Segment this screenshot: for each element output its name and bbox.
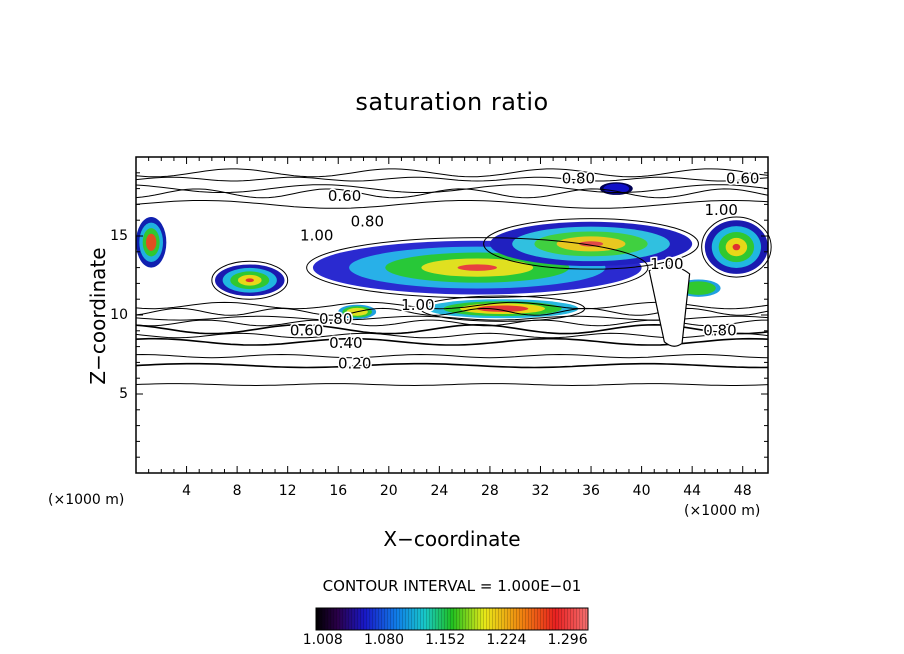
chart-title: saturation ratio — [355, 88, 549, 116]
x-tick-label: 4 — [182, 483, 192, 499]
y-axis-label: Z−coordinate — [86, 247, 110, 385]
contour-label: 0.80 — [351, 212, 384, 230]
colorbar-tick-label: 1.224 — [486, 632, 527, 648]
contour-line-aux — [135, 332, 769, 339]
colorbar-tick-label: 1.080 — [363, 632, 405, 648]
contour-label: 0.20 — [338, 354, 371, 372]
x-tick-label: 20 — [379, 483, 398, 499]
y-tick-label: 5 — [119, 386, 128, 402]
colorbar-tick-label: 1.008 — [302, 632, 343, 648]
contour-line-upper — [135, 200, 769, 209]
band-dark-layer-1 — [603, 183, 630, 194]
contour-lines: 0.600.801.000.80 0.601.001.001.000.800.60… — [135, 168, 772, 387]
y-tick-label: 15 — [110, 228, 128, 244]
colorbar-tick-label: 1.152 — [425, 632, 466, 648]
contour-outline — [701, 216, 772, 278]
colorbar — [315, 607, 589, 631]
x-tick-label: 48 — [733, 483, 752, 499]
contour-label: 1.00 — [401, 296, 434, 314]
contour-line-upper — [135, 168, 769, 178]
contour-label: 0.40 — [329, 334, 362, 352]
contour-label: 1.00 — [300, 227, 333, 245]
contour-label: 0.80 — [703, 321, 736, 339]
contour-line-0.60 — [135, 188, 769, 199]
x-tick-label: 24 — [430, 483, 449, 499]
x-tick-label: 28 — [480, 483, 499, 499]
x-tick-label: 44 — [683, 483, 702, 499]
x-unit-left: (×1000 m) — [48, 492, 125, 508]
contour-label: 0.60 — [290, 321, 323, 339]
contour-line-0.20 — [135, 362, 769, 369]
contour-label: 0.80 — [319, 310, 352, 328]
x-tick-label: 40 — [632, 483, 651, 499]
contour-line-aux — [135, 353, 769, 359]
y-tick-label: 10 — [110, 307, 128, 323]
supersaturation-bands — [136, 182, 769, 319]
band-upper-layer-4 — [578, 241, 604, 247]
x-axis-label: X−coordinate — [383, 527, 521, 551]
contour-label: 0.80 — [562, 170, 595, 188]
band-main-layer-4 — [457, 264, 497, 271]
x-tick-label: 36 — [582, 483, 600, 499]
x-tick-label: 8 — [232, 483, 242, 499]
contour-outline — [483, 218, 699, 270]
x-tick-label: 16 — [329, 483, 348, 499]
contour-label: 1.00 — [650, 255, 683, 273]
band-right-low-layer-1 — [681, 281, 716, 295]
band-right-layer-4 — [732, 243, 741, 251]
contour-outline — [211, 260, 289, 300]
x-tick-label: 12 — [278, 483, 297, 499]
band-left-layer-4 — [245, 278, 254, 283]
axes — [135, 156, 769, 474]
contour-line-upper — [135, 184, 769, 193]
contour-outline — [419, 295, 586, 322]
subsaturated-pocket — [648, 265, 691, 347]
contour-outline — [306, 237, 649, 299]
band-lower-layer-3 — [476, 305, 529, 312]
contour-line-0.80 — [135, 176, 769, 182]
contour-line-aux — [135, 383, 769, 387]
contour-label: 0.60 — [328, 187, 361, 205]
contour-label: 1.00 — [705, 201, 738, 219]
x-tick-label: 32 — [531, 483, 550, 499]
contour-label: 0.60 — [726, 170, 759, 188]
x-unit-right: (×1000 m) — [684, 503, 761, 519]
colorbar-tick-label: 1.296 — [547, 632, 588, 648]
contour-interval: CONTOUR INTERVAL = 1.000E−01 — [322, 577, 582, 595]
band-edge-layer-3 — [146, 233, 157, 251]
colorbar-stripes — [316, 608, 588, 630]
contour-line-0.40 — [135, 337, 769, 346]
